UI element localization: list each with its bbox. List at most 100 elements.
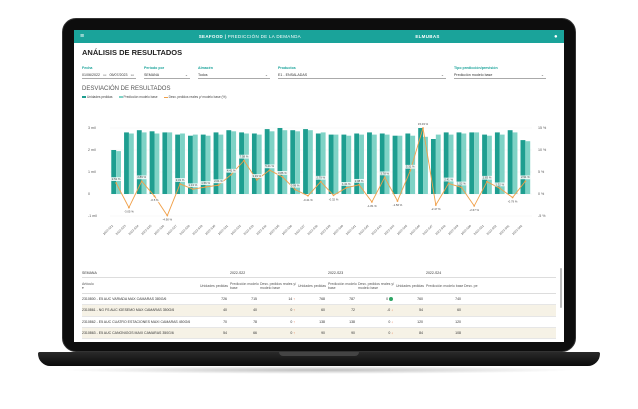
table-row[interactable]: 2310864 - NG FS AUC BERROS CAMARAS 125G/… (82, 339, 556, 342)
legend-item-pedidas[interactable]: Unidades pedidas (82, 95, 113, 99)
x-tick-label: 2022-S24 (128, 224, 140, 236)
bar-prediccion (397, 135, 403, 194)
user-avatar-icon[interactable]: ● (554, 33, 558, 40)
data-label-bg (366, 204, 377, 208)
table-row[interactable]: 2310862 - E5 AUC CUATRO ESTACIONES MAXI … (82, 317, 556, 328)
almacen-select[interactable]: Todos ⌄ (198, 72, 270, 79)
bar-prediccion (371, 134, 377, 194)
bar-pedidas (443, 132, 449, 194)
bar-prediccion (128, 133, 134, 194)
cell-prediccion: 72 (351, 308, 355, 313)
col-desv-short: Desv. pe (464, 283, 478, 288)
bar-prediccion (474, 132, 480, 194)
data-label-bg (290, 183, 301, 188)
filter-periodo: Período por SEMANA ⌄ (144, 66, 190, 79)
col-desv: Desv. pedidos reales y/ modelo base (358, 281, 395, 290)
cell-desv: 14 ↑ (288, 297, 295, 302)
legend-item-desviacion[interactable]: Desv. pedidos reales y/ modelo base (%) (163, 95, 226, 99)
y-tick-label-right: 15 % (538, 126, 547, 130)
data-label: 15.03 % (418, 122, 429, 126)
bar-pedidas (379, 133, 385, 194)
bar-pedidas (418, 128, 424, 194)
data-label: -2.47 % (431, 207, 441, 211)
data-label: 3.19 % (252, 174, 261, 178)
data-label: 2.83 % (483, 176, 492, 180)
productos-select[interactable]: E1 - ENSALADAS ⌄ (278, 72, 446, 79)
data-label-bg (456, 181, 467, 186)
deviation-point (383, 176, 386, 179)
data-label: 2.41 % (444, 177, 453, 181)
bar-prediccion (167, 132, 173, 194)
filter-almacen-label: Almacén (198, 66, 213, 70)
x-tick-label: 2022-S29 (191, 224, 203, 236)
data-label-bg (520, 175, 531, 180)
deviation-point (281, 175, 284, 178)
data-label: 7.58 % (240, 155, 249, 159)
data-label: -2.67 % (469, 208, 479, 212)
chevron-down-icon: ⌄ (264, 73, 268, 77)
x-tick-label: 2022-S26 (153, 224, 165, 236)
deviation-point (447, 182, 450, 185)
data-label-bg (418, 122, 429, 126)
bar-pedidas (520, 140, 526, 194)
article-name: 2310862 - E5 AUC CUATRO ESTACIONES MAXI … (82, 319, 191, 324)
company-name: ELMUBAS (415, 34, 440, 39)
deviation-point (422, 127, 424, 129)
x-tick-label: 2022-S51 (473, 224, 485, 236)
x-tick-label: 2022-S33 (243, 224, 255, 236)
bar-prediccion (282, 130, 288, 194)
bar-pedidas (303, 129, 308, 194)
table-scrollbar[interactable] (560, 268, 562, 308)
data-label-bg (494, 182, 505, 187)
bar-pedidas (175, 134, 181, 194)
x-tick-label: 2022-S38 (307, 224, 319, 236)
filter-tipo: Tipo predicción/previsión Predicción mod… (454, 66, 546, 79)
laptop-shadow (60, 366, 578, 374)
deviation-point (460, 186, 463, 189)
bar-pedidas (213, 132, 219, 194)
bar-pedidas (200, 134, 206, 194)
data-label: 2.79 % (316, 176, 325, 180)
arrow-down-icon: ↓ (391, 331, 393, 336)
data-label-bg (392, 203, 403, 208)
x-tick-label: 2022-S25 (140, 224, 152, 236)
data-label: 1.52 % (457, 181, 466, 185)
page-title: ANÁLISIS DE RESULTADOS (82, 48, 183, 57)
col-articulo[interactable]: Artículo ▾ (82, 281, 94, 290)
data-label-bg (443, 177, 454, 182)
data-label: 5.31 % (406, 165, 415, 169)
top-bar: ≡ SEAFOOD | PREDICCIÓN DE LA DEMANDA ELM… (74, 30, 564, 43)
cell-desv: 0 ↑ (290, 319, 295, 324)
bar-pedidas (251, 133, 257, 194)
table-header-columns: Artículo ▾ Unidades pedidas Predicción mo… (82, 278, 556, 294)
deviation-point (332, 194, 335, 197)
calendar-icon: ▭ (103, 73, 107, 77)
cell-pedidas: 40 (223, 308, 227, 313)
legend-item-prediccion[interactable]: Predicción modelo base (118, 95, 158, 99)
table-row[interactable]: 2310861 - NG FS AUC IGESEMO MAX CAMARAS … (82, 305, 556, 317)
data-label: 0.99 % (291, 184, 300, 188)
filters-bar: Fecha 01/06/2022 ▭ 05/07/2023 ▭ Período … (74, 57, 564, 79)
table-body: 2310800 - E5 AUC VARIADA MAX CAMARAS 380… (82, 294, 556, 342)
table-row[interactable]: 2310800 - E5 AUC VARIADA MAX CAMARAS 380… (82, 294, 556, 306)
deviation-point (191, 188, 194, 191)
data-label-bg (328, 197, 339, 202)
bar-pedidas (341, 134, 347, 194)
arrow-up-icon: ↑ (293, 308, 295, 313)
date-range-input[interactable]: 01/06/2022 ▭ 05/07/2023 ▭ (82, 72, 136, 79)
y-tick-label: 2 mil (88, 148, 96, 152)
article-name: 2310863 - E5 AUC CANONIGOS MAXI CAMARAS … (82, 331, 174, 336)
table-row[interactable]: 2310863 - E5 AUC CANONIGOS MAXI CAMARAS … (82, 327, 556, 340)
tipo-select[interactable]: Predicción modelo base ⌄ (454, 72, 546, 79)
x-tick-label: 2022-S39 (319, 224, 331, 236)
periodo-select[interactable]: SEMANA ⌄ (144, 72, 190, 79)
y-tick-label-right: 0 % (538, 192, 545, 196)
bar-pedidas (124, 132, 129, 194)
data-label-bg (341, 182, 352, 186)
cell-prediccion: 108 (455, 331, 461, 336)
data-label-bg (507, 199, 518, 204)
data-label-bg (213, 179, 224, 184)
chart-legend: Unidades pedidas Predicción modelo base … (74, 92, 564, 99)
hamburger-menu-icon[interactable]: ≡ (80, 33, 85, 40)
